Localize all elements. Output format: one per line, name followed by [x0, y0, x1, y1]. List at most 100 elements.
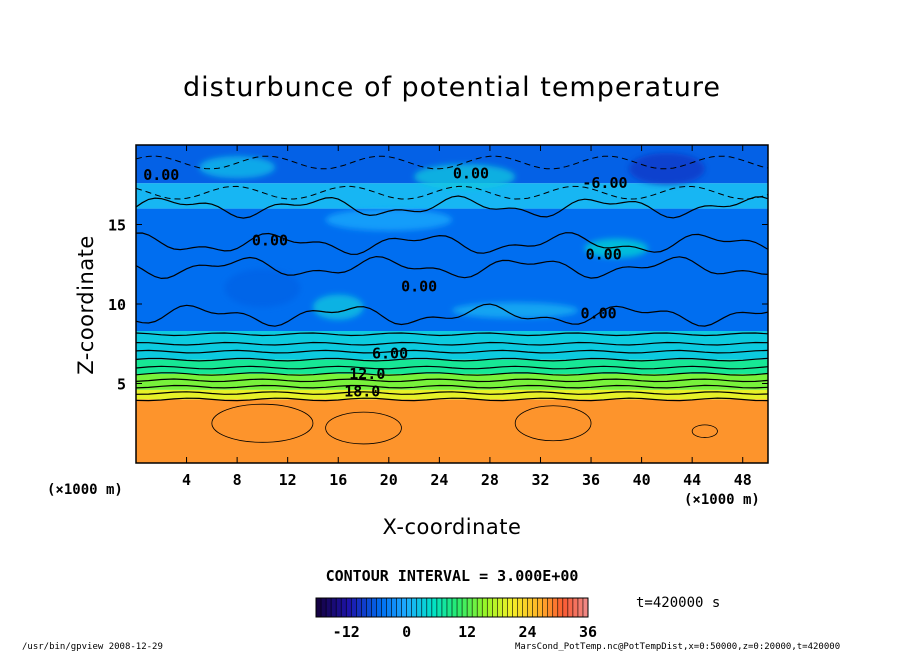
- colorbar-cell: [426, 598, 433, 617]
- x-tick-label: 32: [531, 471, 549, 489]
- x-axis-label: X-coordinate: [382, 515, 522, 539]
- colorbar-cell: [396, 598, 403, 617]
- contour-line: [136, 372, 768, 376]
- heatmap-layer: [136, 389, 768, 400]
- x-tick-label: 24: [430, 471, 448, 489]
- contour-label: 0.00: [401, 278, 437, 296]
- contour-line: [136, 378, 768, 383]
- x-axis-unit: (×1000 m): [684, 492, 760, 508]
- colorbar-cell: [542, 598, 549, 617]
- contour-line-dashed: [136, 185, 768, 200]
- y-tick-label: 15: [108, 217, 126, 235]
- colorbar-tick-label: 24: [519, 623, 537, 641]
- colorbar-cell: [512, 598, 518, 617]
- footer-left: /usr/bin/gpview 2008-12-29: [22, 642, 163, 652]
- x-tick-label: 16: [329, 471, 347, 489]
- contour-label: 0.00: [143, 166, 179, 184]
- footer-right: MarsCond_PotTemp.nc@PotTempDist,x=0:5000…: [515, 642, 841, 652]
- colorbar-cell: [452, 598, 458, 617]
- colorbar-cell: [577, 598, 584, 617]
- x-tick-label: 40: [633, 471, 651, 489]
- contour-line: [136, 384, 768, 389]
- colorbar-cell: [366, 598, 372, 617]
- x-tick-label: 4: [182, 471, 191, 489]
- contour-label: 18.0: [344, 382, 380, 400]
- contour-line-dashed: [136, 155, 768, 170]
- contour-label: -6.00: [582, 174, 627, 192]
- x-axis-ticks: 4 8 12 16 20 24 28 32 36 40 44 48: [182, 145, 752, 489]
- y-axis-unit: (×1000 m): [47, 482, 123, 498]
- colorbar-cell: [346, 598, 352, 617]
- colorbar-cell: [482, 598, 488, 617]
- x-tick-label: 8: [233, 471, 242, 489]
- colorbar-cell: [492, 598, 498, 617]
- colorbar-cell: [467, 598, 473, 617]
- contour-line: [136, 232, 768, 255]
- colorbar-cell: [462, 598, 468, 617]
- colorbar-cell: [351, 598, 357, 617]
- colorbar-cell: [436, 598, 443, 617]
- colorbar-cell: [391, 598, 398, 617]
- contour-loop: [514, 405, 592, 442]
- colorbar-cell: [371, 598, 377, 617]
- colorbar-cell: [316, 598, 322, 617]
- colorbar-cell: [416, 598, 423, 617]
- colorbar-cell: [522, 598, 529, 617]
- colorbar-cell: [381, 598, 388, 617]
- colorbar-cell: [331, 598, 337, 617]
- colorbar-tick-label: 0: [402, 623, 411, 641]
- colorbar-cell: [527, 598, 534, 617]
- colorbar-cell: [341, 598, 347, 617]
- colorbar-cell: [487, 598, 493, 617]
- colorbar-cell: [431, 598, 438, 617]
- colorbar-cell: [321, 598, 327, 617]
- contour-line: [136, 332, 768, 337]
- colorbar-cell: [421, 598, 428, 617]
- colorbar-cell: [572, 598, 579, 617]
- colorbar-cell: [507, 598, 513, 617]
- heatmap-blob: [414, 164, 516, 190]
- contour-label: 0.00: [586, 246, 622, 264]
- colorbar-cell: [547, 598, 554, 617]
- colorbar-cell: [411, 598, 418, 617]
- colorbar-cell: [562, 598, 569, 617]
- contour-line: [136, 357, 768, 362]
- colorbar-cell: [441, 598, 448, 617]
- contour-loop: [325, 411, 402, 445]
- contour-line: [136, 303, 768, 327]
- colorbar-cell: [557, 598, 564, 617]
- colorbar-cell: [537, 598, 544, 617]
- contour-line: [136, 341, 768, 346]
- contour-loop: [691, 424, 718, 438]
- heatmap-layer: [136, 399, 768, 463]
- contour-line: [136, 349, 768, 354]
- colorbar-cell: [446, 598, 453, 617]
- colorbar-cell: [376, 598, 382, 617]
- colorbar-cell: [401, 598, 408, 617]
- heatmap-blob: [584, 238, 648, 258]
- colorbar-cell: [552, 598, 559, 617]
- colorbar-cell: [336, 598, 342, 617]
- colorbar-tick-label: 12: [458, 623, 476, 641]
- y-tick-label: 10: [108, 296, 126, 314]
- heatmap-blob: [312, 294, 364, 320]
- contour-line: [136, 397, 768, 402]
- contour-label: 6.00: [372, 344, 408, 362]
- colorbar-cell: [497, 598, 503, 617]
- colorbar-cell: [517, 598, 524, 617]
- colorbar-cell: [406, 598, 413, 617]
- heatmap-blob: [224, 269, 301, 308]
- colorbar-cell: [361, 598, 367, 617]
- contour-label: 0.00: [252, 231, 288, 249]
- x-tick-label: 36: [582, 471, 600, 489]
- heatmap-blob: [199, 156, 276, 179]
- x-tick-label: 28: [481, 471, 499, 489]
- colorbar: -12 0 12 24 36: [315, 597, 597, 641]
- contour-labels: 0.00 0.00 -6.00 0.00 0.00 0.00 0.00 6.00 12.018.…: [143, 165, 627, 401]
- contour-line: [136, 255, 768, 280]
- y-axis-label: Z-coordinate: [74, 235, 98, 375]
- y-axis-ticks: 5 10 15: [108, 217, 768, 394]
- heatmap-texture: [199, 152, 705, 320]
- x-tick-label: 12: [279, 471, 297, 489]
